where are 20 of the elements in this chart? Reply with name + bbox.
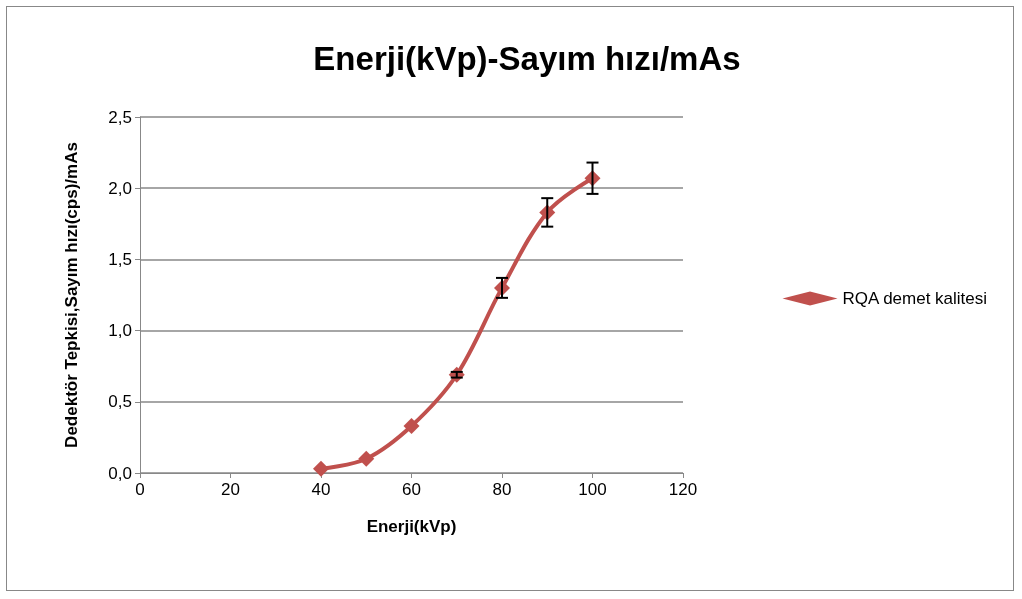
y-tick-label: 2,0 xyxy=(108,178,132,198)
y-tick-label: 1,0 xyxy=(108,321,132,341)
x-tick-label: 0 xyxy=(135,480,145,499)
x-axis-title: Enerji(kVp) xyxy=(366,517,457,536)
x-tick-label: 120 xyxy=(668,480,698,499)
x-tick-label: 60 xyxy=(402,480,421,499)
point xyxy=(313,460,329,477)
x-tick-label: 80 xyxy=(492,480,512,499)
x-tick-label: 40 xyxy=(311,480,331,499)
x-tick-label: 100 xyxy=(578,480,607,499)
point xyxy=(403,418,420,435)
y-tick-label: 1,5 xyxy=(108,249,132,269)
y-tick-label: 0,5 xyxy=(108,392,132,412)
y-axis-title: Dedektör Tepkisi,Sayım hızı(cps)/mAs xyxy=(62,142,81,448)
x-tick-label: 20 xyxy=(221,480,240,499)
y-tick-label: 2,5 xyxy=(108,107,132,127)
chart-title: Enerji(kVp)-Sayım hızı/mAs xyxy=(313,40,741,77)
point xyxy=(358,450,375,467)
legend-label: RQA demet kalitesi xyxy=(842,289,988,308)
y-tick-label: 0,0 xyxy=(108,463,132,483)
